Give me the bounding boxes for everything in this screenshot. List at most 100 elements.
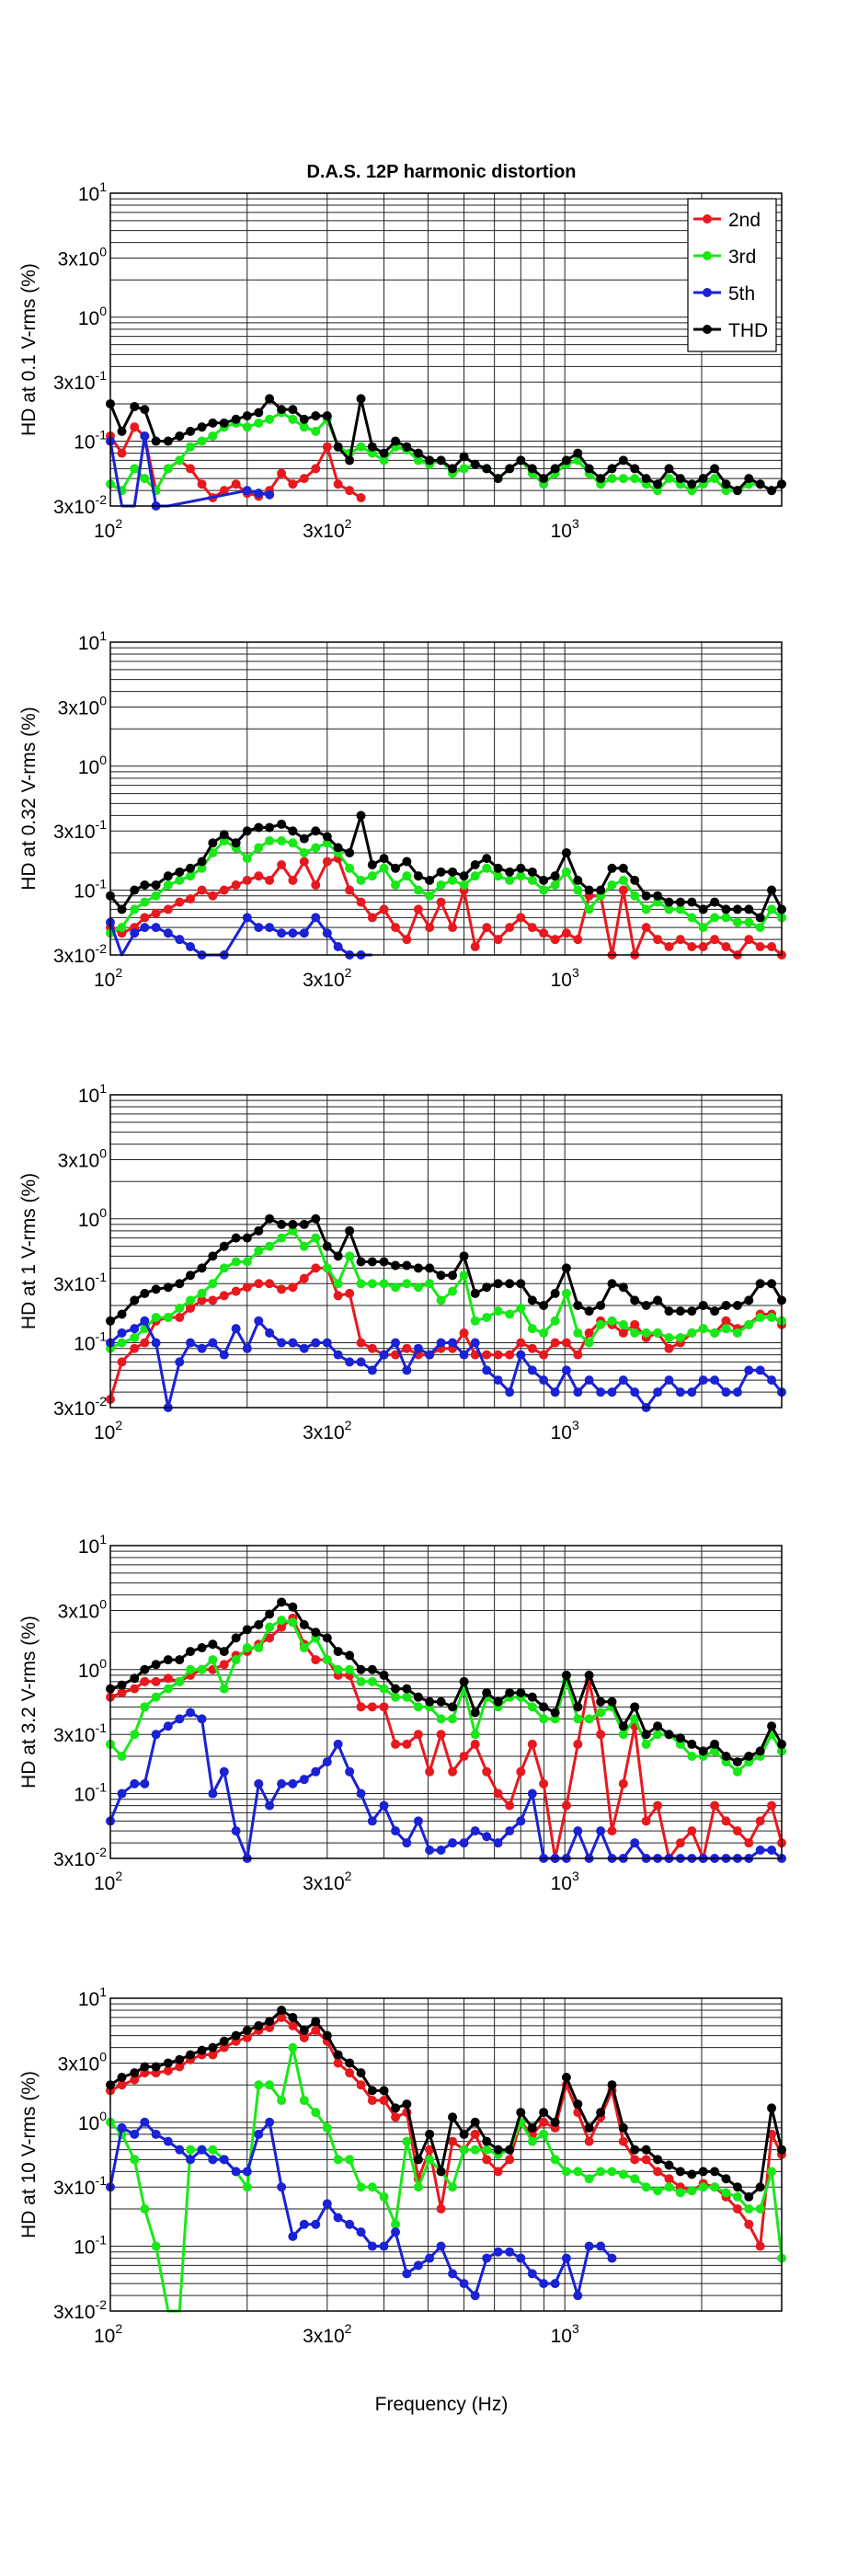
data-point (459, 2145, 469, 2155)
data-point (197, 422, 207, 432)
data-point (596, 1730, 606, 1740)
data-point (391, 2227, 401, 2237)
data-point (425, 455, 435, 466)
data-point (175, 897, 185, 907)
data-point (356, 1788, 366, 1799)
data-point (117, 448, 127, 458)
data-point (175, 455, 185, 466)
y-tick-label-mantissa: 3x10 (53, 1725, 96, 1746)
data-point (641, 474, 651, 484)
data-point (402, 1838, 412, 1848)
y-tick-label: 3x10-1 (53, 817, 107, 843)
data-point (436, 880, 446, 890)
data-point (367, 448, 377, 458)
data-point (231, 838, 241, 848)
axes-box (109, 1997, 783, 2312)
data-point (413, 1702, 423, 1712)
legend: 2nd 3rd 5th THD (687, 198, 777, 352)
axes-box (109, 641, 783, 956)
data-point (687, 2186, 697, 2196)
data-point (493, 1279, 503, 1289)
data-point (698, 2167, 708, 2177)
data-point (425, 891, 435, 901)
data-point (482, 1687, 492, 1697)
data-point (698, 941, 708, 951)
data-point (436, 2203, 446, 2214)
x-tick-label: 103 (551, 1418, 579, 1443)
y-tick-label: 3x10-2 (53, 2297, 107, 2323)
data-point (140, 1778, 150, 1788)
grid (110, 642, 782, 955)
data-point (516, 1303, 526, 1313)
series-3rd (106, 835, 786, 938)
data-point (687, 941, 697, 951)
data-point (470, 1316, 480, 1326)
data-point (345, 2058, 355, 2068)
data-point (288, 838, 298, 848)
y-tick-label-exponent: -1 (96, 817, 108, 832)
data-point (208, 1251, 218, 1261)
data-point (618, 1328, 628, 1338)
data-point (721, 1816, 731, 1826)
data-point (732, 1757, 742, 1767)
data-point (413, 871, 423, 881)
x-tick-label-exponent: 3 (572, 965, 579, 980)
x-tick-label-mantissa: 3x10 (303, 521, 345, 542)
y-axis-label: HD at 1 V-rms (%) (18, 1173, 40, 1329)
data-point (744, 474, 754, 484)
data-point (732, 2191, 742, 2202)
data-point (539, 1778, 549, 1788)
x-tick-label-exponent: 2 (115, 1418, 122, 1432)
y-tick-label: 3x10-1 (53, 2173, 107, 2199)
data-point (219, 2042, 229, 2053)
data-point (505, 2247, 515, 2257)
data-point (630, 875, 640, 885)
data-point (151, 1676, 161, 1686)
data-point (231, 1826, 241, 1836)
y-tick-label: 10-1 (74, 1780, 107, 1806)
data-point (208, 1338, 218, 1348)
data-point (208, 838, 218, 848)
data-point (596, 1708, 606, 1718)
data-point (175, 1357, 185, 1367)
data-point (470, 871, 480, 881)
data-point (265, 1328, 275, 1338)
data-point (379, 1684, 389, 1694)
data-point (550, 1338, 560, 1348)
data-point (356, 1702, 366, 1712)
data-point (539, 2279, 549, 2289)
x-tick-label-mantissa: 3x10 (303, 1422, 345, 1443)
data-point (322, 411, 332, 421)
data-point (231, 880, 241, 890)
data-point (219, 486, 229, 496)
data-point (402, 871, 412, 881)
data-point (607, 2080, 617, 2090)
legend-label: 5th (728, 283, 755, 305)
data-point (653, 2155, 663, 2165)
data-point (493, 2145, 503, 2155)
data-point (767, 1800, 777, 1811)
data-point (151, 1338, 161, 1348)
data-point (607, 1696, 617, 1707)
y-tick-label: 10-1 (74, 877, 107, 903)
data-point (311, 1766, 321, 1777)
data-point (710, 464, 720, 474)
data-point (596, 2167, 606, 2177)
data-point (539, 1350, 549, 1360)
data-point (186, 464, 196, 474)
data-point (151, 2241, 161, 2251)
data-point (265, 1800, 275, 1811)
y-tick-label-mantissa: 3x10 (53, 2302, 96, 2323)
data-point (436, 1338, 446, 1348)
data-point (630, 2155, 640, 2165)
data-point (448, 464, 458, 474)
data-point (356, 1257, 366, 1267)
data-point (322, 1263, 332, 1273)
data-point (732, 2203, 742, 2214)
data-point (413, 904, 423, 914)
data-point (175, 431, 185, 441)
data-point (710, 1306, 720, 1317)
data-point (367, 2096, 377, 2106)
